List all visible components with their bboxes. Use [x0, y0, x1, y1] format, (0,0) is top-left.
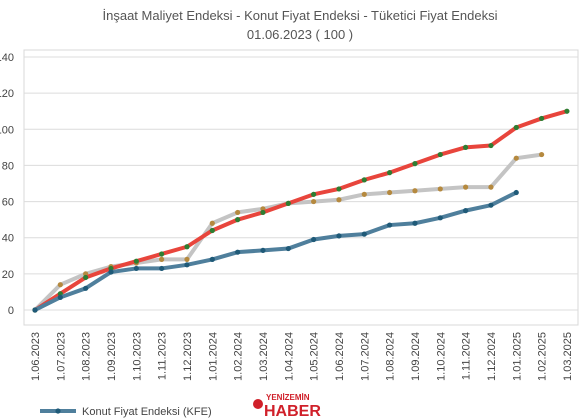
data-point [184, 256, 190, 262]
data-point [159, 256, 165, 262]
y-tick-label: 80 [2, 160, 14, 172]
chart-title: İnşaat Maliyet Endeksi - Konut Fiyat End… [103, 8, 498, 23]
logo-icon [253, 399, 263, 409]
data-point [260, 209, 266, 216]
x-tick-label: 1.03.2024 [258, 332, 270, 381]
data-point [108, 265, 114, 272]
data-point [83, 285, 89, 291]
data-point [235, 209, 241, 216]
data-point [387, 170, 393, 176]
series-line [34, 190, 518, 312]
data-point [235, 249, 241, 255]
legend-item: Konut Fiyat Endeksi (KFE) [40, 406, 212, 418]
x-tick-label: 1.12.2023 [182, 332, 194, 381]
data-point [361, 191, 367, 197]
y-tick-label: 60 [2, 197, 14, 209]
data-point [412, 161, 418, 167]
data-point [412, 188, 418, 194]
data-point [437, 215, 443, 221]
data-point [311, 191, 317, 197]
x-tick-label: 1.03.2025 [562, 332, 574, 381]
x-tick-label: 1.12.2024 [486, 332, 498, 381]
data-point [488, 202, 494, 208]
data-point [285, 200, 291, 206]
data-point [184, 262, 190, 268]
logo: YENİZEMİN HABER [253, 393, 321, 419]
data-point [513, 124, 519, 131]
y-tick-label: 100 [0, 124, 14, 136]
data-point [133, 258, 139, 264]
data-point [285, 245, 291, 252]
data-point [437, 186, 443, 192]
data-point [513, 155, 519, 161]
x-tick-label: 1.07.2024 [359, 332, 371, 381]
data-point [209, 220, 215, 226]
data-point [488, 184, 494, 190]
data-point [133, 265, 139, 272]
data-point [463, 208, 469, 214]
y-tick-label: 0 [8, 305, 14, 317]
data-point [159, 265, 165, 272]
x-tick-label: 1.11.2023 [157, 332, 169, 380]
logo-top: YENİZEMİN [266, 393, 310, 402]
x-tick-label: 1.06.2024 [334, 332, 346, 381]
y-tick-label: 120 [0, 88, 14, 100]
data-point [336, 197, 342, 203]
x-tick-label: 1.10.2024 [435, 332, 447, 381]
data-point [159, 251, 165, 257]
x-tick-label: 1.10.2023 [131, 332, 143, 381]
plot-frame [23, 49, 579, 326]
data-point [311, 236, 317, 243]
y-tick-label: 40 [2, 233, 14, 245]
data-point [32, 307, 38, 313]
x-tick-label: 1.09.2023 [106, 332, 118, 381]
data-point [539, 115, 545, 122]
data-point [387, 189, 393, 196]
data-point [235, 217, 241, 223]
x-tick-label: 1.09.2024 [410, 332, 422, 381]
data-point [513, 189, 519, 196]
data-point [412, 220, 418, 226]
x-tick-label: 1.08.2023 [81, 332, 93, 381]
data-point [209, 227, 215, 234]
data-point [108, 269, 114, 275]
x-tick-label: 1.01.2025 [511, 332, 523, 381]
data-point [361, 177, 367, 183]
x-tick-label: 1.05.2024 [309, 332, 321, 381]
data-point [463, 144, 469, 150]
chart-subtitle: 01.06.2023 ( 100 ) [247, 27, 353, 42]
x-tick-label: 1.06.2023 [30, 332, 42, 381]
x-tick-label: 1.02.2025 [537, 332, 549, 381]
data-point [57, 294, 63, 300]
data-point [184, 244, 190, 250]
data-point [437, 151, 443, 158]
x-tick-label: 1.07.2023 [55, 332, 67, 381]
x-tick-label: 1.04.2024 [283, 332, 295, 381]
legend-label: Konut Fiyat Endeksi (KFE) [82, 406, 212, 418]
data-point [488, 142, 494, 149]
x-tick-label: 1.11.2024 [461, 332, 473, 380]
data-point [260, 247, 266, 253]
data-point [83, 274, 89, 281]
y-tick-label: 140 [0, 52, 14, 64]
data-point [57, 282, 63, 288]
data-point [336, 233, 342, 239]
data-point [336, 186, 342, 192]
data-point [564, 108, 570, 114]
data-point [539, 151, 545, 158]
x-tick-label: 1.08.2024 [385, 332, 397, 381]
legend-marker [55, 408, 61, 414]
x-tick-label: 1.01.2024 [207, 332, 219, 381]
data-point [387, 222, 393, 228]
data-point [361, 231, 367, 237]
y-tick-label: 20 [2, 269, 14, 281]
x-tick-label: 1.02.2024 [233, 332, 245, 381]
series-line [33, 109, 568, 312]
logo-bottom: HABER [264, 403, 321, 419]
data-point [209, 256, 215, 262]
data-point [463, 184, 469, 190]
data-point [311, 198, 317, 205]
